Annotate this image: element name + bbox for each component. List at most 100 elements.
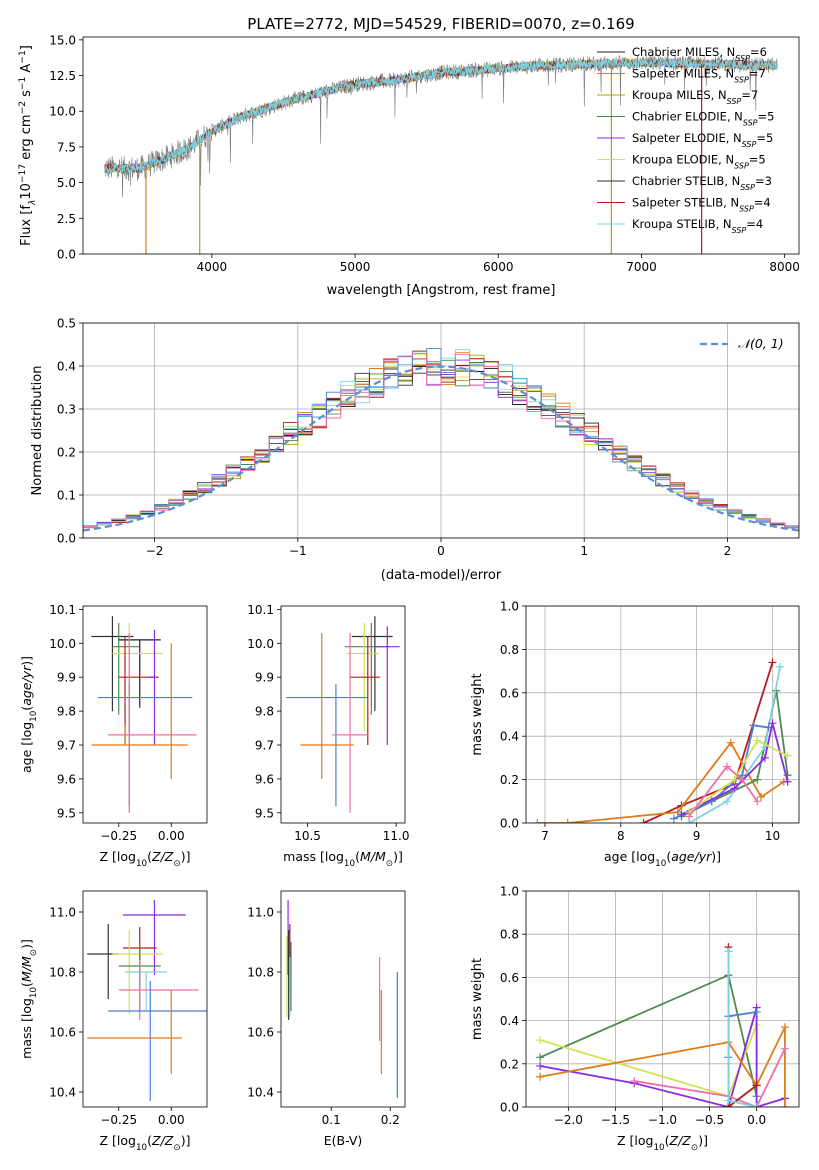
y-tick-label: 9.6 <box>57 772 76 786</box>
x-tick-label: 9 <box>693 829 701 843</box>
plot-area <box>526 891 799 1107</box>
weight-line <box>688 765 759 818</box>
y-tick-label: 2.5 <box>57 212 76 226</box>
axis-label: mass [log10(M/M⊙)] <box>283 849 403 869</box>
errorbar-point <box>91 616 134 712</box>
axes-frame <box>82 890 208 1108</box>
y-tick-label: 0.0 <box>500 1101 519 1115</box>
weight-marker <box>760 753 769 762</box>
axes-frame <box>280 605 406 824</box>
weight-marker <box>563 819 572 823</box>
y-axis-label: mass weight <box>470 958 485 1040</box>
x-tick-label: 0.0 <box>747 1113 766 1127</box>
panel-weight_vs_Z: −2.0 −1.5 −1.0 −0.5 0.0 0.0 0.2 0.4 0.6 0.8 1.0 Z [… <box>470 885 800 1153</box>
y-tick-label: 0.0 <box>500 817 519 831</box>
plot-area <box>91 616 197 813</box>
y-tick-label: 9.8 <box>57 705 76 719</box>
weight-line <box>727 947 758 1107</box>
y-tick-label: 0.2 <box>500 1057 519 1071</box>
y-tick-label: 9.7 <box>255 739 274 753</box>
axis-label: age [log10(age/yr)] <box>19 656 39 773</box>
weight-marker <box>753 736 762 745</box>
y-tick-label: 0.2 <box>57 446 76 460</box>
errorbar-point <box>91 724 189 746</box>
weight-marker <box>677 810 686 819</box>
x-axis-label: wavelength [Angstrom, rest frame] <box>327 283 556 298</box>
weight-line <box>681 722 789 816</box>
histogram-step <box>83 351 799 538</box>
plot-area <box>286 900 398 1098</box>
x-tick-label: −1.5 <box>601 1113 630 1127</box>
errorbar-point <box>351 616 393 712</box>
weight-marker <box>753 797 762 806</box>
y-tick-label: 10.0 <box>49 105 76 119</box>
errorbar-point <box>332 633 368 813</box>
x-tick-label: 8000 <box>769 260 800 274</box>
legend-entry: Salpeter ELODIE, NSSP=5 <box>632 131 773 149</box>
x-tick-label: 0.2 <box>381 1113 400 1127</box>
legend-entry: Salpeter STELIB, NSSP=4 <box>632 196 771 214</box>
weight-line <box>539 973 758 1097</box>
plot-area <box>104 54 778 254</box>
y-tick-label: 0.1 <box>57 489 76 503</box>
x-tick-label: 7 <box>541 829 549 843</box>
x-tick-label: 11.0 <box>383 829 410 843</box>
y-tick-label: 10.1 <box>247 603 274 617</box>
panel-mass_vs_Z: −0.25 0.00 10.4 10.6 10.8 11.0 Z [log10(Z/Z⊙)]… <box>19 890 208 1153</box>
y-tick-label: 0.0 <box>57 532 76 546</box>
panel-age_vs_mass: 10.5 11.0 9.5 9.6 9.7 9.8 9.9 10.0 10.1 mass [log… <box>247 603 409 869</box>
y-tick-label: 0.4 <box>57 360 76 374</box>
y-tick-label: 9.6 <box>255 772 274 786</box>
y-tick-label: 10.1 <box>49 603 76 617</box>
x-tick-label: −2.0 <box>554 1113 583 1127</box>
weight-marker <box>780 1023 789 1032</box>
y-axis-label: mass weight <box>470 673 485 755</box>
errorbar-point <box>148 629 156 746</box>
x-tick-label: 0.00 <box>158 1113 185 1127</box>
x-tick-label: −0.25 <box>100 829 137 843</box>
y-tick-label: 1.0 <box>500 885 519 899</box>
weight-marker <box>669 814 678 823</box>
errorbar-point <box>118 639 161 708</box>
weight-marker <box>752 1081 761 1090</box>
weight-marker <box>768 658 777 667</box>
spectrum-model-top <box>104 57 778 174</box>
legend-entry: Chabrier ELODIE, NSSP=5 <box>632 110 774 128</box>
y-tick-label: 11.0 <box>247 906 274 920</box>
y-tick-label: 9.9 <box>255 671 274 685</box>
plot-area <box>83 323 799 538</box>
axis-label: mass [log10(M/M⊙)] <box>19 939 39 1059</box>
y-tick-label: 9.5 <box>57 806 76 820</box>
y-tick-label: 10.6 <box>247 1026 274 1040</box>
errorbar-point <box>122 900 186 975</box>
errorbar-point <box>374 626 400 746</box>
x-tick-label: −2 <box>146 544 164 558</box>
axis-label: age [log10(age/yr)] <box>604 849 721 869</box>
y-axis-label: Normed distribution <box>30 366 45 496</box>
weight-marker <box>783 777 792 786</box>
weight-marker <box>724 1096 733 1105</box>
spectrum-data-line <box>104 54 778 198</box>
weight-line <box>537 741 785 823</box>
legend-entry: Salpeter MILES, NSSP=7 <box>632 67 766 85</box>
y-tick-label: 9.5 <box>255 806 274 820</box>
weight-marker <box>722 762 731 771</box>
y-tick-label: 0.0 <box>57 248 76 262</box>
axis-label: Flux [fλ10−17 erg cm−2 s−1 A−1] <box>18 45 38 246</box>
weight-marker <box>536 1036 545 1045</box>
legend-entry: Chabrier STELIB, NSSP=3 <box>632 174 772 192</box>
y-tick-label: 10.8 <box>247 966 274 980</box>
weight-marker <box>533 819 542 823</box>
y-tick-label: 0.4 <box>500 1014 519 1028</box>
weight-marker <box>536 1061 545 1070</box>
axes-frame <box>280 890 406 1108</box>
y-tick-label: 10.6 <box>49 1026 76 1040</box>
panel-age_vs_Z: −0.25 0.00 9.5 9.6 9.7 9.8 9.9 10.0 10.1 Z [log10… <box>19 603 208 869</box>
panel-weight_vs_age: 7 8 9 10 0.0 0.2 0.4 0.6 0.8 1.0 age [log10(age/yr… <box>470 600 800 869</box>
figure-title: PLATE=2772, MJD=54529, FIBERID=0070, z=0… <box>247 15 634 33</box>
y-tick-label: 10.8 <box>49 966 76 980</box>
errorbar-point <box>112 622 140 715</box>
weight-marker <box>776 662 785 671</box>
axis-label: E(B-V) <box>324 1133 363 1148</box>
